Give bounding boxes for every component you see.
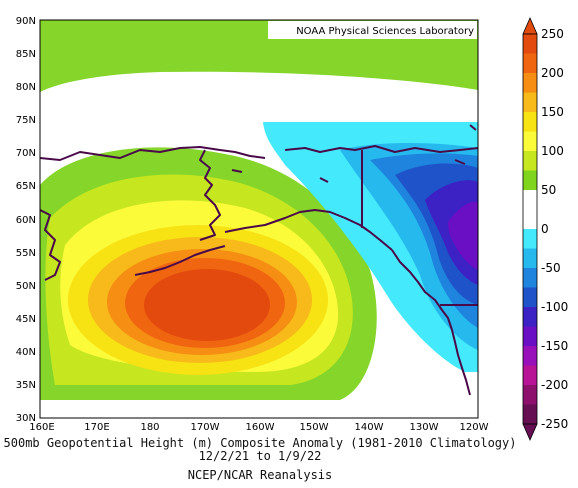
colorbar-top-arrow (522, 17, 538, 35)
positive-anomaly-ridge (40, 147, 377, 400)
lon-label: 120W (460, 422, 489, 433)
colorbar-label: 0 (541, 222, 549, 236)
lat-label: 85N (16, 49, 36, 60)
lat-label: 40N (16, 347, 36, 358)
coastlines (40, 124, 478, 396)
lat-label: 90N (16, 16, 36, 27)
lat-label: 80N (16, 82, 36, 93)
ridge-contour-200 (144, 269, 270, 341)
colorbar-block (523, 287, 537, 308)
green-band-top (40, 22, 270, 38)
lat-label: 75N (16, 115, 36, 126)
colorbar-label: -250 (541, 417, 568, 431)
coastline-aleutians (134, 245, 226, 276)
colorbar-label: -200 (541, 378, 568, 392)
colorbar-bottom-arrow (522, 423, 538, 441)
lon-label: 160E (29, 422, 54, 433)
colorbar-block (523, 131, 537, 152)
colorbar-block (523, 326, 537, 347)
lab-label-box (268, 21, 477, 39)
colorbar-block (523, 307, 537, 327)
colorbar-block (523, 248, 537, 269)
colorbar-block (523, 268, 537, 288)
longitude-labels: 160E 170E 180 170W 160W 150W 140W 130W 1… (29, 422, 488, 433)
lon-label: 170E (84, 422, 109, 433)
colorbar-block (523, 365, 537, 386)
lat-label: 35N (16, 380, 36, 391)
colorbar-block (523, 53, 537, 74)
colorbar-block (523, 209, 537, 230)
lon-label: 140W (355, 422, 384, 433)
lat-label: 65N (16, 181, 36, 192)
lat-label: 45N (16, 314, 36, 325)
colorbar-label: 100 (541, 144, 564, 158)
lat-label: 30N (16, 413, 36, 424)
lat-label: 60N (16, 215, 36, 226)
map-frame (39, 19, 479, 419)
colorbar-label: -150 (541, 339, 568, 353)
lon-label: 160W (246, 422, 275, 433)
lab-label: NOAA Physical Sciences Laboratory (296, 26, 474, 37)
coastline-alaska-north (40, 146, 266, 161)
colorbar-label: 250 (541, 27, 564, 41)
coastline-alaska-south (224, 209, 393, 251)
colorbar-block (523, 73, 537, 93)
lat-label: 50N (16, 281, 36, 292)
colorbar-block (523, 229, 537, 249)
caption-dates: 12/2/21 to 1/9/22 (198, 449, 322, 463)
coastline-islands (231, 124, 477, 183)
colorbar-label: 200 (541, 66, 564, 80)
colorbar: 250 200 150 100 50 0 -50 -100 -150 -200 … (522, 17, 568, 441)
lon-label: 170W (191, 422, 220, 433)
colorbar-label: 150 (541, 105, 564, 119)
caption-title: 500mb Geopotential Height (m) Composite … (3, 436, 517, 450)
colorbar-block (523, 346, 537, 366)
colorbar-block (523, 190, 537, 210)
lon-label: 150W (300, 422, 329, 433)
colorbar-block (523, 151, 537, 171)
caption-source: NCEP/NCAR Reanalysis (187, 468, 333, 482)
anomaly-plot-area (40, 20, 478, 400)
lon-label: 180 (140, 422, 159, 433)
lat-label: 55N (16, 248, 36, 259)
lon-label: 130W (410, 422, 439, 433)
colorbar-blocks (523, 34, 537, 425)
trough-contour-neg150 (448, 201, 478, 270)
colorbar-block (523, 170, 537, 191)
lat-label: 70N (16, 148, 36, 159)
coastline-canada-arctic (284, 145, 478, 153)
negative-anomaly-trough (263, 122, 478, 372)
coastline-alaska-west (199, 149, 221, 241)
colorbar-frame (522, 33, 538, 425)
colorbar-block (523, 92, 537, 113)
colorbar-label: -100 (541, 300, 568, 314)
colorbar-label: 50 (541, 183, 556, 197)
colorbar-block (523, 34, 537, 54)
coastline-siberia (40, 209, 61, 281)
coastline-bc-coast (391, 249, 471, 396)
colorbar-block (523, 385, 537, 405)
colorbar-block (523, 404, 537, 425)
colorbar-label: -50 (541, 261, 561, 275)
latitude-labels: 90N 85N 80N 75N 70N 65N 60N 55N 50N 45N … (16, 16, 36, 424)
colorbar-block (523, 112, 537, 132)
